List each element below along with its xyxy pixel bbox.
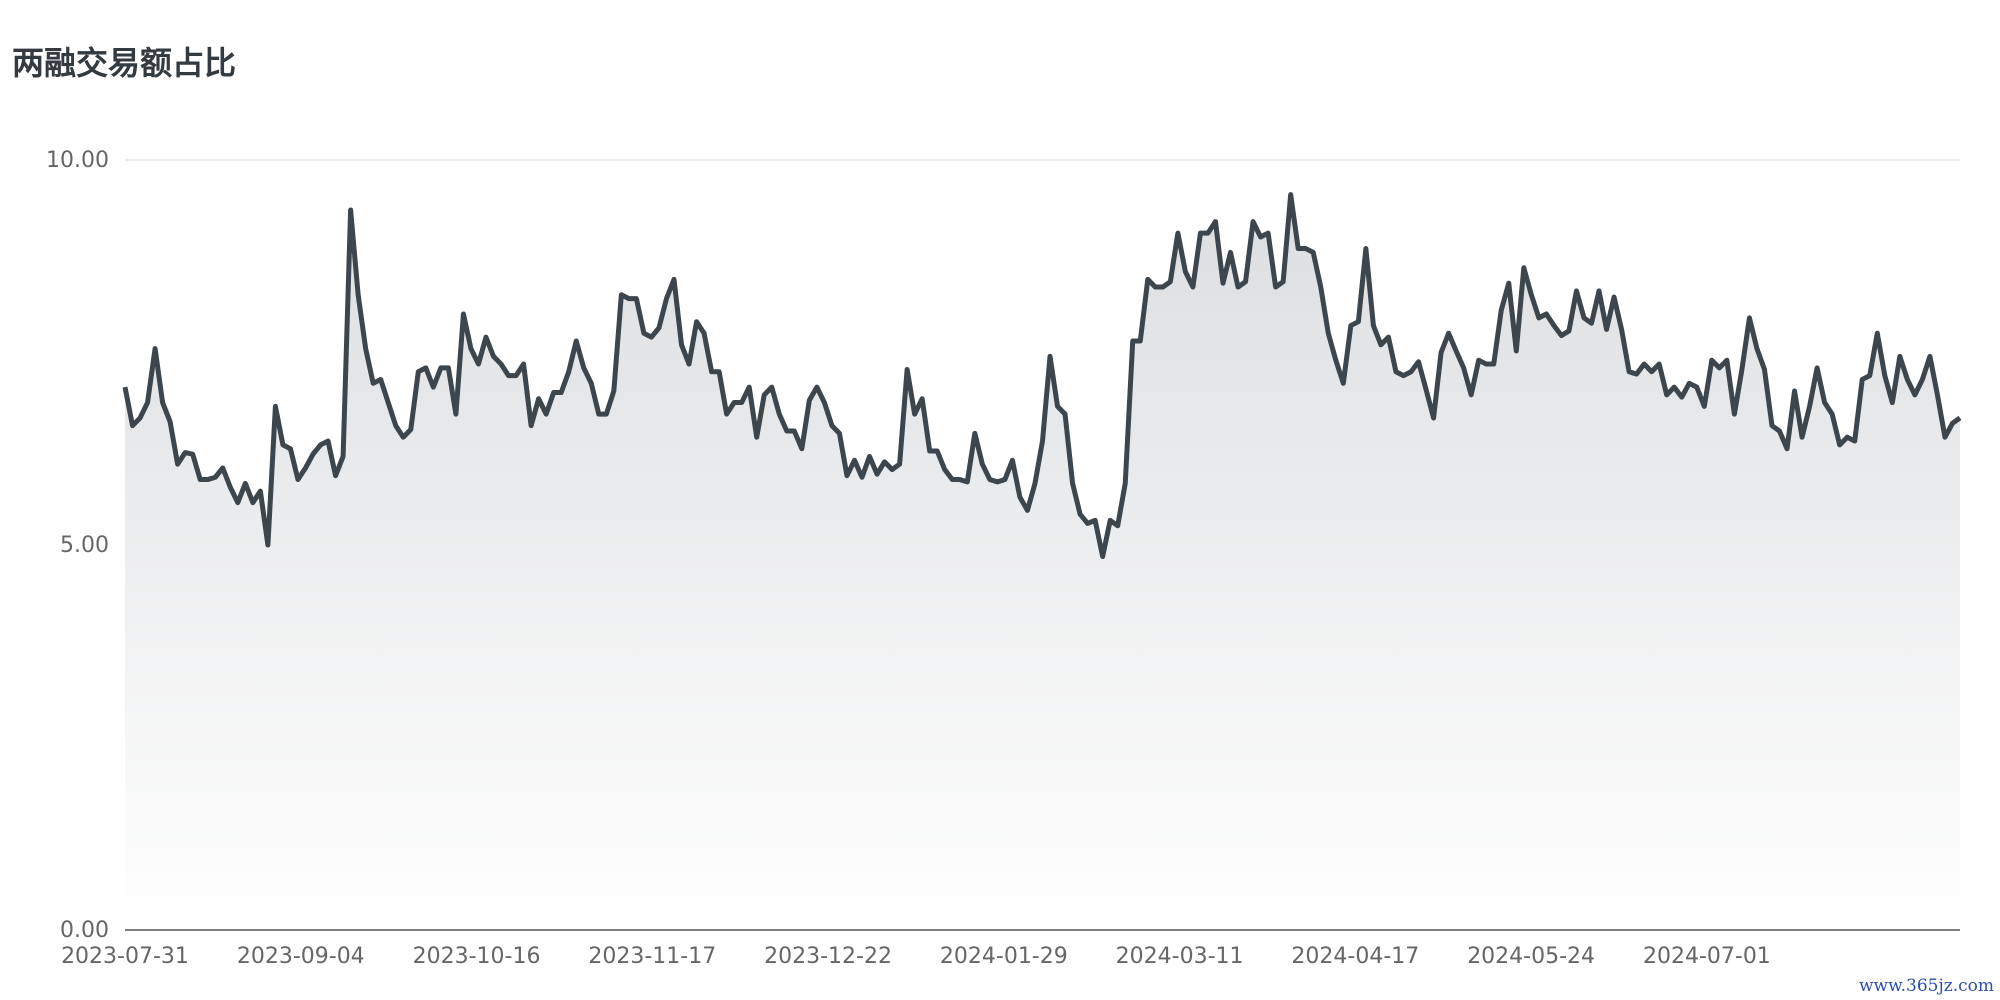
series-line: [122, 192, 1962, 560]
x-tick-label: 2024-07-01: [1643, 944, 1771, 969]
x-tick-label: 2023-09-04: [237, 944, 365, 969]
x-tick-label: 2024-05-24: [1467, 944, 1595, 969]
x-tick-label: 2023-12-22: [764, 944, 892, 969]
x-tick-label: 2024-03-11: [1116, 944, 1244, 969]
chart-title: 两融交易额占比: [12, 44, 237, 82]
area-layer: [122, 192, 1962, 930]
x-tick-label: 2023-07-31: [61, 944, 189, 969]
x-tick-label: 2024-04-17: [1291, 944, 1419, 969]
area-fill: [125, 194, 1960, 930]
y-tick-label: 0.00: [60, 918, 109, 943]
x-tick-label: 2023-11-17: [588, 944, 716, 969]
y-tick-label: 10.00: [46, 148, 109, 173]
watermark: www.365jz.com: [1859, 976, 1994, 996]
x-tick-label: 2024-01-29: [940, 944, 1068, 969]
label-layer: 0.00 5.00 10.00 2023-07-31 2023-09-04 2023-10…: [46, 148, 1771, 969]
y-tick-label: 5.00: [60, 533, 109, 558]
x-tick-label: 2023-10-16: [413, 944, 541, 969]
